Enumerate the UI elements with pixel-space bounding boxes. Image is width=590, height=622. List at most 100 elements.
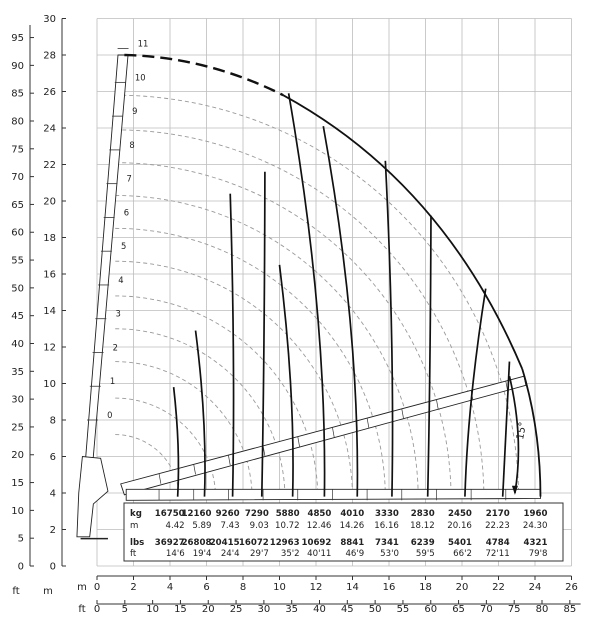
table-cell-kg: 5880 [276,509,300,519]
angle-arrow [511,485,518,495]
table-cell-kg: 1960 [524,509,548,519]
tick-label-ft-left: 65 [11,200,24,211]
table-cell-kg: 4850 [307,509,331,519]
tick-label-m-bottom: 24 [529,582,542,593]
tick-label-ft-bottom: 25 [230,604,243,615]
tick-label-m-left: 8 [50,416,56,427]
range-arc [115,260,353,499]
tick-label-m-bottom: 14 [346,582,359,593]
table-row-label-lbs: lbs [130,538,144,548]
boom-raised-joint [297,436,300,447]
angle-label: 15° [515,421,529,440]
tick-label-m-bottom: 10 [273,582,286,593]
table-cell-kg: 3330 [375,509,399,519]
tick-label-ft-left: 30 [11,395,24,406]
angle-arc [508,376,520,494]
grid [96,18,572,567]
tick-label-ft-left: 60 [11,228,24,239]
range-arc [115,227,386,499]
boom-vertical: 0 1 2 3 4 5 6 7 8 9 10 11 [76,39,149,540]
tick-label-m-bottom: 18 [419,582,432,593]
boom-raised-joint [401,408,404,419]
tick-label-ft-left: 0 [18,562,24,573]
table-cell-m: 9.03 [250,521,269,531]
tick-label-ft-left: 25 [11,422,24,433]
table-cell-kg: 7290 [245,509,269,519]
crane-column [76,456,109,538]
table-cell-kg: 2830 [411,509,435,519]
tick-label-ft-bottom: 5 [122,604,128,615]
tick-label-ft-left: 70 [11,172,24,183]
boom-section-label: 9 [132,106,137,116]
axis-labels: 0246810121416182022242628300510152025303… [11,14,578,615]
tick-label-ft-bottom: 60 [424,604,437,615]
table-row-label-m: m [130,521,138,531]
load-curves [124,53,542,497]
table-cell-lbs: 36927 [155,538,185,548]
tick-label-m-left: 2 [50,525,56,536]
load-curve [229,193,235,497]
tick-label-m-left: 24 [43,124,56,135]
tick-label-m-left: 22 [43,160,56,171]
tick-label-m-bottom: 8 [240,582,246,593]
load-curve [322,126,359,497]
load-curve [278,264,294,497]
tick-label-m-bottom: 2 [130,582,136,593]
table-cell-m: 24.30 [523,521,548,531]
tick-label-ft-bottom: 50 [369,604,382,615]
tick-label-ft-left: 85 [11,89,24,100]
range-arc [115,328,286,499]
tick-label-ft-left: 40 [11,339,24,350]
range-arc [115,295,319,499]
table-cell-lbs: 8841 [340,538,364,548]
tick-label-ft-bottom: 0 [94,604,100,615]
table-cell-lbs: 20415 [210,538,240,548]
tick-label-ft-bottom: 65 [452,604,465,615]
table-cell-lbs: 5401 [448,538,472,548]
table-cell-ft: 72'11 [485,549,509,559]
tick-label-ft-left: 95 [11,33,24,44]
tick-label-m-left: 26 [43,87,56,98]
boom-section-label: 1 [110,376,115,386]
table-cell-lbs: 6239 [411,538,435,548]
table-cell-ft: 66'2 [453,549,472,559]
table-cell-kg: 4010 [340,509,364,519]
table-cell-m: 7.43 [220,521,239,531]
table-cell-m: 10.72 [275,521,300,531]
table-cell-m: 14.26 [340,521,365,531]
tick-label-ft-left: 10 [11,506,24,517]
table-row-label-ft: ft [130,549,137,559]
table-cell-ft: 79'8 [529,549,548,559]
load-curve [384,160,394,497]
table-cell-m: 4.42 [166,521,185,531]
boom-section-label: 2 [113,342,118,352]
tick-label-m-left: 28 [43,51,56,62]
tick-label-m-bottom: 4 [167,582,173,593]
tick-label-ft-left: 5 [18,534,24,545]
tick-label-ft-bottom: 45 [341,604,354,615]
boom-raised-joint [332,427,335,438]
boom-raised-joint [436,399,439,410]
table-cell-ft: 24'4 [221,549,240,559]
boom-section-label: 11 [138,39,149,49]
table-cell-ft: 40'11 [307,549,331,559]
table-cell-m: 20.16 [447,521,472,531]
table-cell-lbs: 12963 [270,538,300,548]
boom-horizontal [125,488,541,501]
tick-label-ft-bottom: 20 [202,604,215,615]
tick-label-m-bottom: 16 [383,582,396,593]
tick-label-m-left: 4 [50,489,56,500]
boom-section-label: 0 [107,410,112,420]
unit-m-left: m [43,586,53,597]
boom-raised-joint [193,464,196,475]
envelope-lower [521,368,542,497]
boom-raised-joint [228,455,231,466]
table-cell-ft: 53'0 [380,549,399,559]
tick-label-m-left: 14 [43,306,56,317]
range-arc [115,129,485,499]
tick-label-ft-bottom: 85 [563,604,576,615]
tick-label-m-bottom: 0 [94,582,100,593]
envelope-dashed [124,53,284,97]
boom-raised-joint [158,473,162,484]
boom-raised-joint [366,418,370,429]
